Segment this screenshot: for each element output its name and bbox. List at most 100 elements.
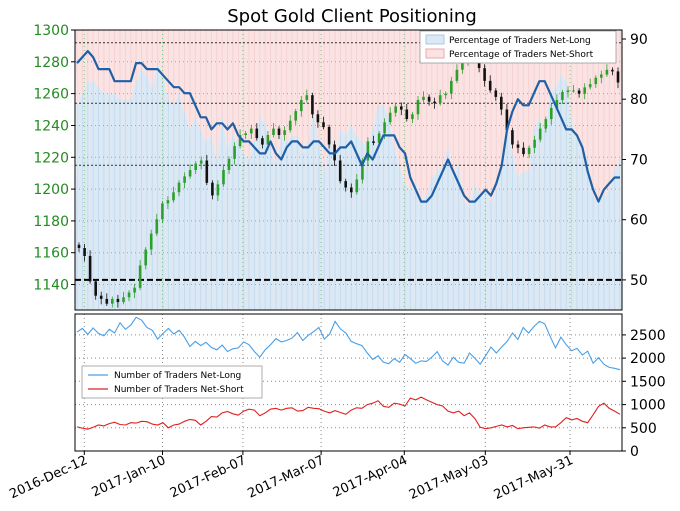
candle-body <box>288 120 292 131</box>
legend-label-traders-net-short: Number of Traders Net-Short <box>114 385 244 395</box>
price-tick-label: 1180 <box>33 214 69 230</box>
trader-count-axis-right: 0 500 1000 1500 2000 2500 <box>622 328 666 460</box>
candle-body <box>438 95 442 104</box>
candle-body <box>244 133 247 135</box>
candle-body <box>88 255 92 282</box>
candle-body <box>183 176 186 183</box>
candle-body <box>205 160 209 183</box>
candle-body <box>344 181 347 188</box>
candle-body <box>450 80 453 94</box>
candle-body <box>616 71 620 83</box>
candle-body <box>350 187 353 193</box>
candle-body <box>116 298 120 303</box>
candle-body <box>561 92 564 100</box>
candle-body <box>511 130 514 145</box>
candle-body <box>155 219 159 234</box>
net-long-ratio-series <box>76 49 620 203</box>
candle-body <box>188 170 192 177</box>
candle-body <box>400 106 403 110</box>
candle-body <box>94 281 97 296</box>
count-tick-label: 1500 <box>630 374 666 390</box>
candle-body <box>461 60 464 70</box>
candle-body <box>494 90 498 97</box>
candle-body <box>305 95 309 100</box>
candle-body <box>238 135 242 147</box>
percent-tick-label: 80 <box>630 92 648 108</box>
candle-body <box>266 135 270 145</box>
candle-body <box>83 248 86 256</box>
top-panel-grid <box>75 29 622 310</box>
legend-swatch-net-long <box>425 34 445 45</box>
price-tick-label: 1260 <box>33 87 69 103</box>
date-tick-label: 2017-Feb-07 <box>168 453 249 501</box>
count-tick-label: 1000 <box>630 398 666 414</box>
date-tick-label: 2017-Mar-07 <box>245 453 326 502</box>
candle-body <box>122 297 125 303</box>
candle-body <box>99 295 103 299</box>
candle-body <box>233 146 236 159</box>
candle-body <box>383 122 386 134</box>
price-axis-left: 1140 1160 1180 1200 1220 1240 1260 1280 1300 <box>33 23 75 294</box>
count-tick-label: 500 <box>630 421 657 437</box>
candle-body <box>166 200 170 204</box>
date-tick-label: 2017-May-03 <box>407 453 491 503</box>
bottom-panel-frame <box>74 313 623 452</box>
candle-body <box>394 106 397 113</box>
candle-body <box>588 84 592 88</box>
candle-body <box>211 182 214 196</box>
price-candles <box>77 45 620 308</box>
candle-body <box>555 100 559 108</box>
candle-body <box>127 292 131 298</box>
price-tick-label: 1200 <box>33 182 69 198</box>
candle-body <box>172 192 175 201</box>
chart-title: Spot Gold Client Positioning <box>227 6 477 27</box>
top-legend-box <box>419 30 617 64</box>
candle-body <box>427 96 431 102</box>
candle-body <box>411 114 414 120</box>
percent-tick-label: 70 <box>630 153 648 169</box>
candle-body <box>522 147 525 155</box>
candle-body <box>444 93 447 96</box>
candle-body <box>361 160 364 180</box>
candle-body <box>250 128 253 134</box>
net-long-ratio-line <box>76 49 620 203</box>
candle-body <box>405 109 409 119</box>
candle-body <box>322 122 325 128</box>
top-legend: Percentage of Traders Net-Long Percentag… <box>419 30 617 64</box>
candle-body <box>538 128 542 140</box>
candle-body <box>594 77 598 85</box>
price-tick-label: 1280 <box>33 55 69 71</box>
candle-body <box>138 265 142 288</box>
candle-body <box>227 158 231 170</box>
candle-body <box>388 112 392 123</box>
candle-body <box>133 287 136 293</box>
candle-body <box>505 109 509 131</box>
candle-body <box>199 160 203 164</box>
candle-body <box>483 68 486 81</box>
bottom-legend-box <box>81 365 263 399</box>
candle-body <box>316 114 320 123</box>
candle-body <box>338 160 342 182</box>
count-tick-label: 2000 <box>630 351 666 367</box>
candle-body <box>105 298 109 304</box>
date-tick-label: 2016-Dec-12 <box>7 453 90 502</box>
candle-body <box>605 69 609 75</box>
top-panel-background <box>75 30 622 310</box>
candle-body <box>600 74 603 78</box>
legend-swatch-net-short <box>425 48 445 59</box>
traders-net-long-series <box>76 316 621 371</box>
candle-body <box>161 203 164 220</box>
candle-body <box>277 128 281 135</box>
candle-body <box>194 163 197 170</box>
count-tick-label: 0 <box>630 444 639 460</box>
candle-body <box>283 130 286 135</box>
candle-body <box>372 141 375 143</box>
candle-body <box>516 144 520 148</box>
candle-body <box>566 90 570 93</box>
candle-body <box>550 108 553 120</box>
candle-body <box>611 69 614 72</box>
candle-body <box>144 249 147 266</box>
date-axis: 2016-Dec-12 2017-Jan-10 2017-Feb-072017-Ma… <box>7 451 576 503</box>
